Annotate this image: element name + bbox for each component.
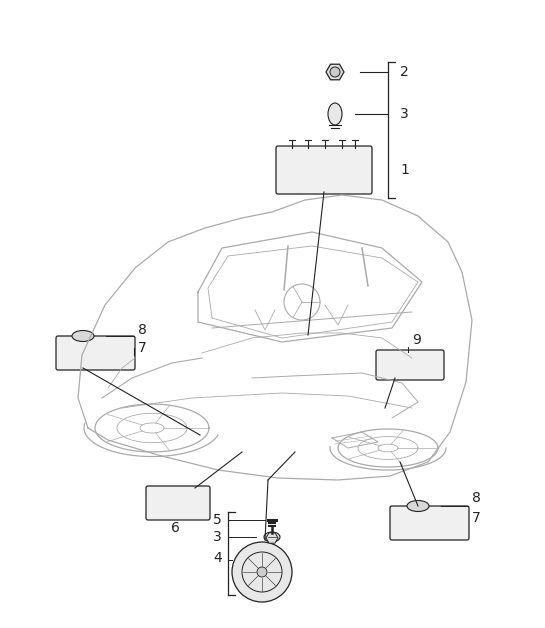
Text: 2: 2 xyxy=(400,65,409,79)
FancyBboxPatch shape xyxy=(276,146,372,194)
Text: 4: 4 xyxy=(213,551,222,565)
Text: 7: 7 xyxy=(138,341,147,355)
Text: 5: 5 xyxy=(213,513,222,527)
Text: 8: 8 xyxy=(138,323,147,337)
Ellipse shape xyxy=(72,330,94,342)
Text: 3: 3 xyxy=(213,530,222,544)
Text: 6: 6 xyxy=(171,521,179,535)
Text: 8: 8 xyxy=(472,491,481,505)
FancyBboxPatch shape xyxy=(376,350,444,380)
Polygon shape xyxy=(326,64,344,80)
FancyBboxPatch shape xyxy=(390,506,469,540)
Circle shape xyxy=(257,567,267,577)
Text: 7: 7 xyxy=(472,511,481,525)
Ellipse shape xyxy=(407,501,429,511)
Ellipse shape xyxy=(328,103,342,125)
FancyBboxPatch shape xyxy=(146,486,210,520)
Circle shape xyxy=(232,542,292,602)
Text: 3: 3 xyxy=(400,107,409,121)
Text: 9: 9 xyxy=(412,333,421,347)
Ellipse shape xyxy=(264,532,280,542)
Text: 1: 1 xyxy=(400,163,409,177)
FancyBboxPatch shape xyxy=(56,336,135,370)
Polygon shape xyxy=(266,533,278,543)
Circle shape xyxy=(330,67,340,77)
